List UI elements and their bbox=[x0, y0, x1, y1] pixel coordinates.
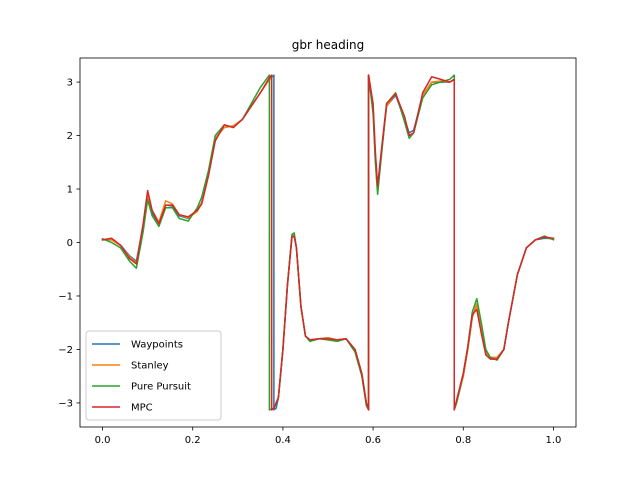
y-tick-label: −2 bbox=[58, 345, 73, 356]
series-line-mpc bbox=[101, 74, 555, 411]
x-tick-label: 0.6 bbox=[365, 435, 381, 446]
x-tick-label: 0.0 bbox=[95, 435, 111, 446]
x-axis: 0.0 0.2 0.4 0.6 0.8 1.0 bbox=[95, 427, 562, 446]
chart-title: gbr heading bbox=[292, 38, 365, 52]
x-tick-label: 0.2 bbox=[185, 435, 201, 446]
x-tick-label: 0.4 bbox=[275, 435, 291, 446]
legend-label-waypoints: Waypoints bbox=[131, 340, 183, 351]
legend-label-mpc: MPC bbox=[131, 403, 153, 414]
y-tick-label: −1 bbox=[58, 292, 73, 303]
y-tick-label: 1 bbox=[67, 185, 73, 196]
y-axis: −3 −2 −1 0 1 2 3 bbox=[58, 78, 80, 410]
x-tick-label: 1.0 bbox=[546, 435, 562, 446]
x-tick-label: 0.8 bbox=[455, 435, 471, 446]
legend-label-stanley: Stanley bbox=[131, 361, 169, 372]
y-tick-label: 2 bbox=[67, 131, 73, 142]
y-tick-label: 0 bbox=[67, 238, 73, 249]
legend-label-pure-pursuit: Pure Pursuit bbox=[131, 382, 191, 393]
legend-frame bbox=[85, 330, 222, 421]
plot-area bbox=[79, 57, 577, 428]
series-layer bbox=[101, 74, 555, 411]
legend: Waypoints Stanley Pure Pursuit MPC bbox=[85, 330, 222, 421]
y-tick-label: −3 bbox=[58, 399, 73, 410]
y-tick-label: 3 bbox=[67, 78, 73, 89]
